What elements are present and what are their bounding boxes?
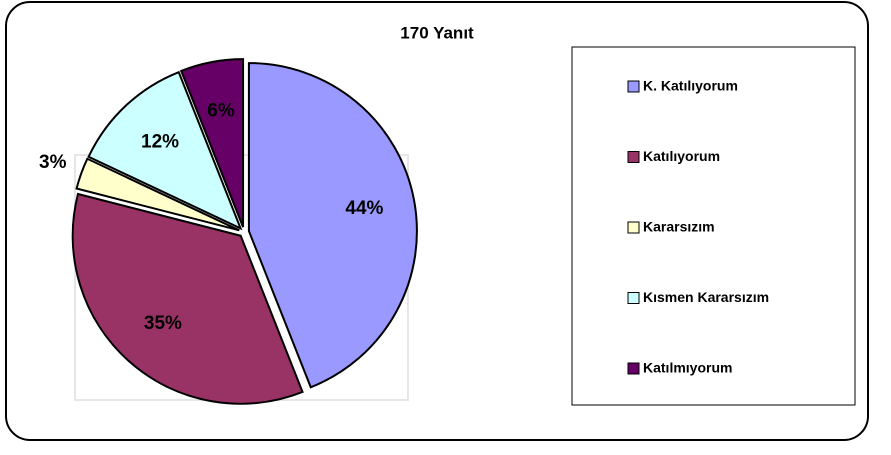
chart-title: 170 Yanıt <box>400 23 474 42</box>
data-label: 35% <box>144 313 182 334</box>
data-label: 12% <box>141 132 179 153</box>
legend-label: K. Katılıyorum <box>643 78 738 94</box>
legend-swatch <box>628 152 639 163</box>
data-label: 44% <box>345 198 383 219</box>
legend-label: Katılmıyorum <box>643 360 732 376</box>
data-label: 3% <box>39 152 67 173</box>
legend-swatch <box>628 222 639 233</box>
legend-swatch <box>628 81 639 92</box>
data-label: 6% <box>207 101 235 122</box>
legend-label: Kısmen Kararsızım <box>643 289 769 305</box>
legend-label: Katılıyorum <box>643 148 720 164</box>
legend-swatch <box>628 293 639 304</box>
legend-swatch <box>628 363 639 374</box>
legend-label: Kararsızım <box>643 219 715 235</box>
chart: 170 Yanıt 44% 35% 3% 12% 6% K. Katılıyorum Kat… <box>0 0 891 455</box>
